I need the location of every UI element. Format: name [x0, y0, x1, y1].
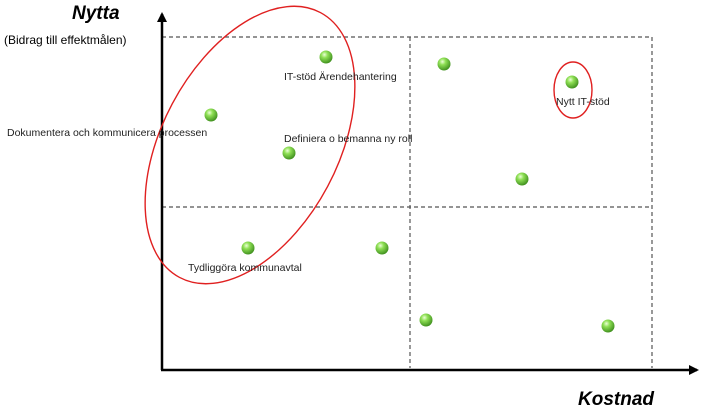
point-marker: [204, 108, 218, 122]
point-bottom-right: [601, 319, 615, 333]
point-label: Dokumentera och kommunicera processen: [7, 127, 207, 139]
point-label: Nytt IT-stöd: [556, 96, 610, 108]
point-dokumentera-processen: Dokumentera och kommunicera processen: [7, 108, 218, 139]
point-nytt-it-stod: Nytt IT-stöd: [556, 75, 610, 108]
point-label: Definiera o bemanna ny roll: [284, 133, 412, 145]
point-marker: [565, 75, 579, 89]
point-marker: [515, 172, 529, 186]
point-marker: [375, 241, 389, 255]
point-marker: [419, 313, 433, 327]
point-bottom-center: [419, 313, 433, 327]
point-marker: [601, 319, 615, 333]
point-marker: [319, 50, 333, 64]
point-marker: [241, 241, 255, 255]
highlight-ellipse-small: [553, 61, 593, 119]
point-upper-middle: [437, 57, 451, 71]
point-right-middle: [515, 172, 529, 186]
point-it-stod-arendehantering: IT-stöd Ärendehantering: [284, 50, 397, 83]
point-lower-center: [375, 241, 389, 255]
point-tydliggora-kommunavtal: Tydliggöra kommunavtal: [188, 241, 302, 274]
highlight-ellipses: [144, 5, 593, 285]
x-axis-title: Kostnad: [578, 389, 654, 407]
axes: [157, 12, 699, 375]
point-definiera-roll: Definiera o bemanna ny roll: [282, 133, 412, 160]
point-marker: [437, 57, 451, 71]
highlight-ellipse-large: [144, 5, 356, 285]
point-label: Tydliggöra kommunavtal: [188, 262, 302, 274]
y-axis-subtitle: (Bidrag till effektmålen): [4, 33, 127, 47]
points: IT-stöd Ärendehantering Nytt IT-stöd Dok…: [7, 50, 615, 333]
point-marker: [282, 146, 296, 160]
quadrant-grid: [162, 36, 653, 368]
point-label: IT-stöd Ärendehantering: [284, 71, 397, 83]
y-axis-title: Nytta: [72, 3, 120, 24]
